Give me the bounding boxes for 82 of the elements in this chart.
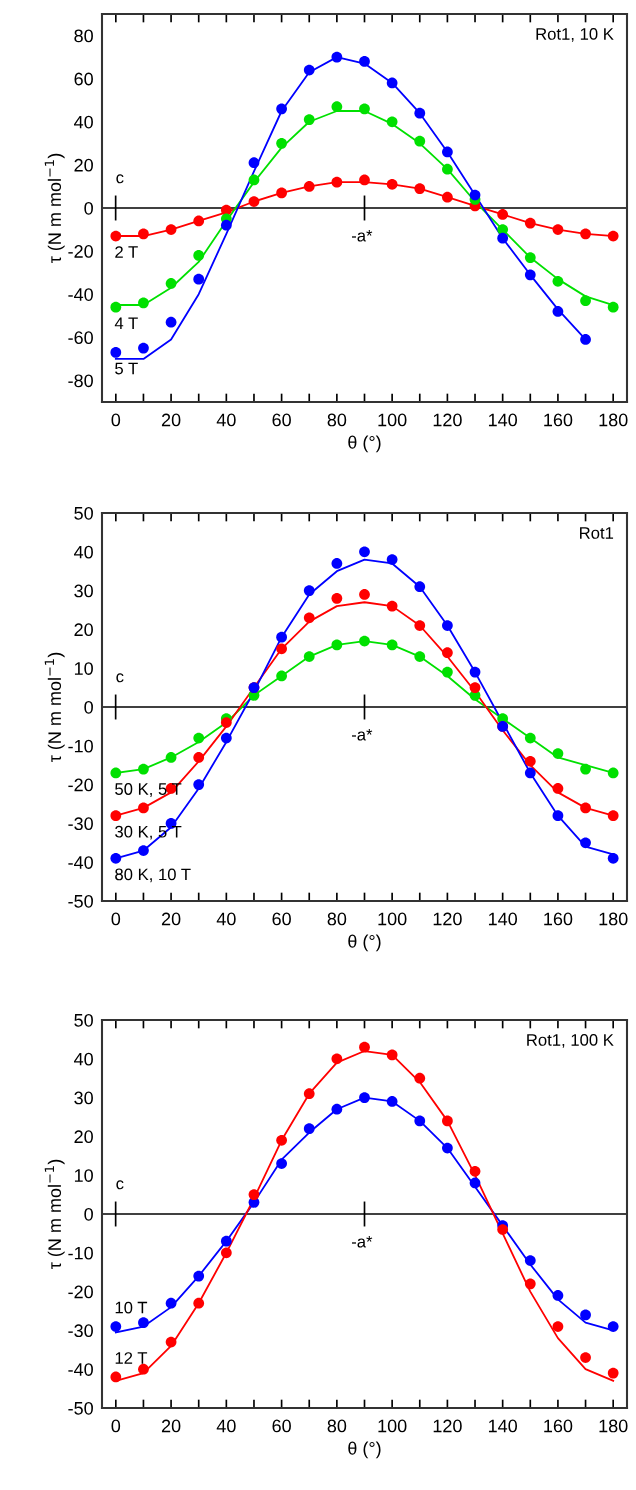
series-label: 4 T (114, 317, 138, 329)
x-axis-title: θ (°) (348, 435, 381, 453)
y-tick-label: 30 (74, 1091, 93, 1105)
y-tick-label: -60 (68, 331, 93, 345)
series-label: 10 T (115, 1301, 148, 1314)
y-tick-label: -10 (68, 739, 93, 753)
y-tick-label: 40 (74, 1052, 93, 1066)
x-tick-label: 160 (544, 413, 573, 427)
x-tick-label: 100 (378, 413, 407, 427)
annotation: -a* (351, 1235, 373, 1248)
x-tick-label: 140 (488, 912, 518, 926)
y-tick-label: -40 (68, 856, 93, 869)
series-label: 2 T (115, 246, 138, 258)
x-tick-label: 120 (433, 912, 462, 926)
y-tick-label: -30 (68, 1324, 93, 1338)
y-tick-label: 60 (74, 72, 93, 86)
x-tick-label: 180 (599, 413, 628, 427)
x-tick-label: 160 (544, 912, 573, 926)
x-tick-label: 180 (599, 912, 628, 926)
series-label: 80 K, 10 T (115, 868, 191, 883)
y-tick-label: -10 (68, 1246, 93, 1260)
x-tick-label: 140 (488, 1419, 518, 1433)
y-axis-title: τ (N m mol$^{−1}$) (44, 652, 65, 763)
y-tick-label: 20 (74, 623, 93, 637)
y-tick-label: 20 (74, 158, 93, 172)
x-tick-label: 120 (433, 1419, 462, 1433)
annotation: Rot1 (580, 527, 614, 539)
x-tick-label: 100 (378, 912, 407, 926)
x-tick-label: 60 (272, 912, 291, 926)
y-tick-label: 50 (74, 1013, 93, 1027)
y-tick-label: 30 (74, 584, 93, 598)
y-tick-label: -30 (68, 817, 93, 831)
annotation: -a* (351, 229, 373, 242)
annotation: c (116, 673, 124, 683)
x-tick-label: 80 (327, 912, 347, 926)
x-tick-label: 80 (327, 413, 347, 427)
annotation: c (116, 1180, 124, 1190)
y-axis-title: τ (N m mol$^{−1}$) (44, 153, 65, 264)
annotation: Rot1, 10 K (536, 28, 614, 42)
x-tick-label: 0 (111, 413, 121, 427)
y-tick-label: 40 (74, 545, 93, 559)
y-tick-label: -50 (68, 894, 93, 908)
y-tick-label: 0 (84, 700, 93, 714)
x-tick-label: 0 (111, 912, 121, 926)
series-label: 12 T (115, 1352, 148, 1364)
x-tick-label: 40 (216, 413, 236, 427)
x-tick-label: 0 (111, 1419, 121, 1433)
x-tick-label: 100 (378, 1419, 407, 1433)
annotation: Rot1, 100 K (527, 1034, 614, 1048)
x-tick-label: 20 (161, 912, 181, 926)
y-tick-label: -40 (68, 288, 93, 301)
y-tick-label: 40 (74, 115, 93, 129)
y-tick-label: 0 (84, 201, 93, 215)
y-tick-label: 80 (74, 29, 93, 43)
series-label: 5 T (115, 362, 138, 375)
x-tick-label: 140 (488, 413, 518, 427)
y-tick-label: -40 (68, 1363, 93, 1376)
annotation: c (116, 174, 124, 184)
y-tick-label: 10 (74, 662, 93, 675)
x-tick-label: 40 (216, 912, 236, 926)
y-tick-label: 0 (84, 1207, 93, 1221)
x-tick-label: 40 (216, 1419, 236, 1433)
x-tick-label: 60 (272, 1419, 291, 1433)
y-tick-label: -20 (68, 778, 93, 792)
annotation: -a* (351, 728, 373, 741)
y-axis-title: τ (N m mol$^{−1}$) (44, 1159, 65, 1270)
y-tick-label: 50 (74, 506, 93, 520)
x-tick-label: 60 (272, 413, 291, 427)
y-tick-label: 20 (74, 1130, 93, 1144)
x-tick-label: 120 (433, 413, 462, 427)
y-tick-label: -80 (68, 374, 93, 388)
y-tick-label: -20 (68, 245, 93, 258)
x-axis-title: θ (°) (348, 934, 381, 952)
x-tick-label: 20 (161, 1419, 181, 1433)
x-axis-title: θ (°) (348, 1441, 381, 1459)
x-tick-label: 180 (599, 1419, 628, 1433)
y-tick-label: 10 (74, 1169, 93, 1182)
y-tick-label: -50 (68, 1401, 93, 1415)
x-tick-label: 80 (327, 1419, 347, 1433)
x-tick-label: 20 (161, 413, 181, 427)
x-tick-label: 160 (544, 1419, 573, 1433)
y-tick-label: -20 (68, 1285, 93, 1299)
